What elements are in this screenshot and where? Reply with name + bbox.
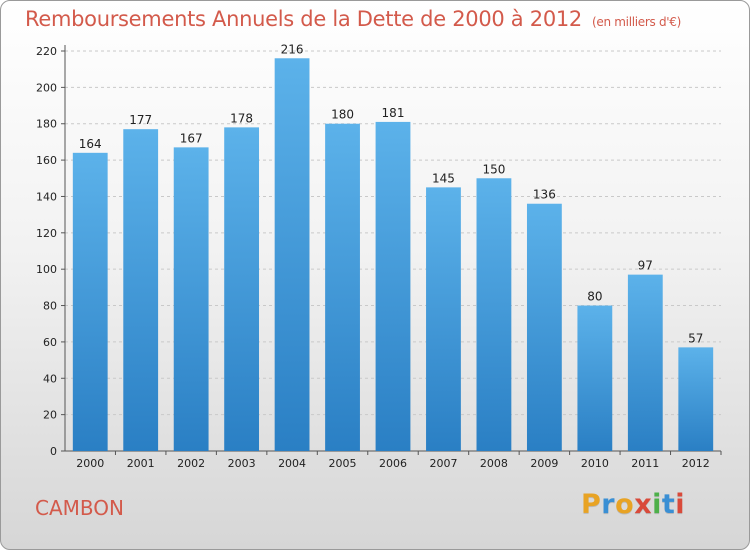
bar-2007 [426, 187, 461, 451]
bar-2004 [274, 58, 310, 451]
bars [72, 58, 714, 452]
data-label: 164 [79, 137, 102, 151]
x-tick-label: 2006 [379, 457, 407, 470]
bar-2010 [577, 305, 613, 451]
data-label: 80 [587, 290, 602, 304]
data-label: 181 [382, 106, 405, 120]
y-tick-label: 120 [36, 227, 57, 240]
proxiti-logo: Proxiti [581, 489, 685, 520]
data-label: 136 [533, 188, 556, 202]
y-tick-label: 60 [43, 336, 57, 349]
data-label: 57 [688, 331, 703, 345]
data-label: 167 [180, 131, 203, 145]
logo-letter: r [601, 489, 616, 520]
bar-2001 [123, 129, 159, 451]
logo-letter: i [652, 489, 662, 520]
data-label: 216 [281, 42, 304, 56]
bar-2011 [627, 274, 663, 451]
y-tick-label: 40 [43, 372, 57, 385]
city-name: CAMBON [35, 496, 124, 520]
logo-letter: P [581, 489, 602, 520]
y-tick-label: 100 [36, 263, 57, 276]
x-tick-label: 2003 [228, 457, 256, 470]
x-tick-label: 2008 [480, 457, 508, 470]
logo-letter: i [675, 489, 686, 520]
y-tick-label: 180 [36, 118, 57, 131]
logo-letter: t [661, 489, 676, 520]
bar-2012 [678, 347, 714, 451]
bar-2006 [375, 121, 411, 451]
x-tick-label: 2012 [682, 457, 710, 470]
y-tick-label: 200 [36, 81, 57, 94]
data-label: 177 [129, 113, 152, 127]
x-tick-label: 2007 [429, 457, 457, 470]
y-tick-label: 20 [43, 409, 57, 422]
chart-title: Remboursements Annuels de la Dette de 20… [25, 7, 681, 31]
x-tick-label: 2005 [329, 457, 357, 470]
y-tick-label: 140 [36, 190, 57, 203]
x-tick-label: 2004 [278, 457, 306, 470]
bar-2008 [476, 178, 512, 452]
y-tick-label: 0 [50, 445, 57, 458]
y-tick-label: 220 [36, 45, 57, 58]
y-tick-label: 160 [36, 154, 57, 167]
x-tick-label: 2010 [581, 457, 609, 470]
logo-letter: o [615, 489, 635, 520]
bar-2000 [72, 152, 108, 451]
data-label: 150 [482, 162, 505, 176]
bar-2009 [526, 203, 562, 451]
chart-subtitle: (en milliers d'€) [592, 15, 682, 29]
bar-2005 [325, 123, 360, 452]
bar-2002 [173, 147, 209, 451]
y-tick-label: 80 [43, 300, 57, 313]
labels: 0 20 40 60 80 100 120 140 160 180 200 220 164 2000 177… [36, 42, 710, 470]
x-tick-label: 2001 [127, 457, 155, 470]
x-tick-label: 2002 [177, 457, 205, 470]
data-label: 178 [230, 111, 253, 125]
x-tick-label: 2011 [631, 457, 659, 470]
x-tick-label: 2009 [530, 457, 558, 470]
bar-2003 [224, 127, 260, 451]
chart-title-text: Remboursements Annuels de la Dette de 20… [25, 7, 582, 31]
data-label: 145 [432, 171, 455, 185]
logo-letter: x [634, 489, 653, 520]
data-label: 180 [331, 108, 354, 122]
x-tick-label: 2000 [76, 457, 104, 470]
data-label: 97 [638, 259, 653, 273]
